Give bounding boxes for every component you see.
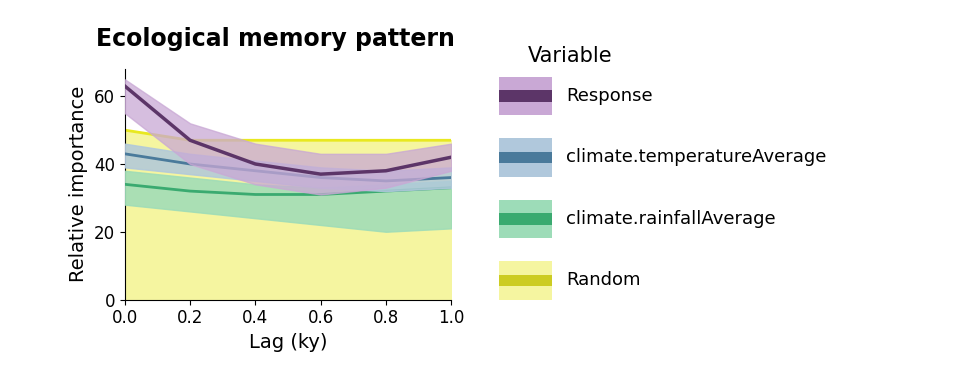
Text: Response: Response	[566, 87, 653, 105]
Text: Variable: Variable	[528, 46, 612, 66]
Text: Ecological memory pattern: Ecological memory pattern	[96, 27, 455, 51]
Y-axis label: Relative importance: Relative importance	[69, 86, 88, 283]
Text: Random: Random	[566, 271, 641, 289]
X-axis label: Lag (ky): Lag (ky)	[249, 333, 327, 352]
Text: climate.temperatureAverage: climate.temperatureAverage	[566, 149, 827, 166]
Text: climate.rainfallAverage: climate.rainfallAverage	[566, 210, 776, 228]
